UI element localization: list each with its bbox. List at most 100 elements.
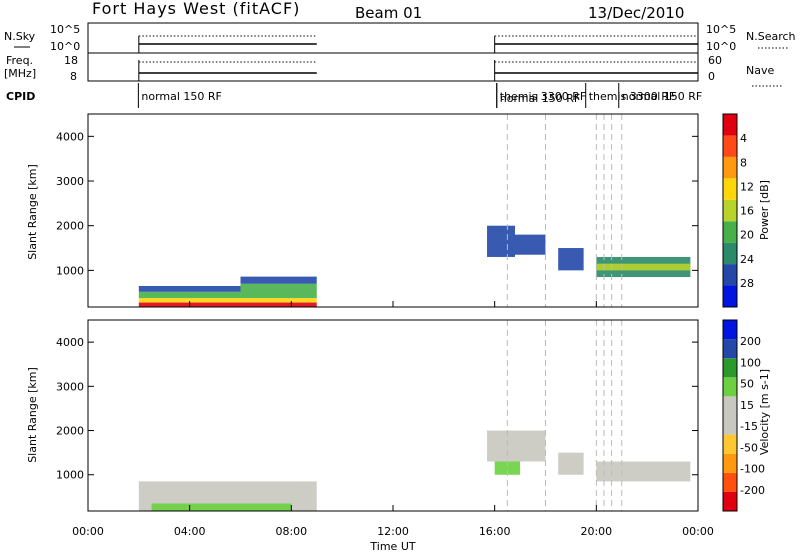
power-patch-7	[515, 234, 546, 255]
velocity-colorbar-frame	[722, 319, 738, 512]
power-colorbar-tick-2: 12	[740, 180, 754, 193]
nsky-panel-frame	[87, 22, 699, 54]
power-colorbar-swatch-0	[723, 285, 737, 307]
freq-traces	[138, 60, 698, 81]
cpid-mode-label-1: themis 3300 RF	[500, 90, 587, 103]
nsearch-tick-bottom: 10^0	[706, 40, 736, 53]
cpid-mode-label-0: normal 150 RF	[141, 90, 222, 103]
freq-tick-bottom: 8	[70, 70, 77, 83]
power-ytick-label-3: 4000	[56, 130, 84, 143]
velocity-colorbar: 200 100 50 15 -15 -50 -100 -200	[722, 319, 765, 512]
velocity-colorbar-swatch-3	[723, 434, 737, 454]
velocity-patch-1	[151, 503, 292, 511]
velocity-ytick-label-2: 3000	[56, 380, 84, 393]
velocity-heatmap	[138, 320, 691, 511]
time-tick-label-6: 00:00	[682, 525, 714, 538]
velocity-colorbar-swatch-2	[723, 453, 737, 473]
freq-tick-top: 18	[64, 54, 78, 67]
power-y-axis: 1000 2000 3000 4000	[56, 130, 698, 277]
time-tick-label-1: 04:00	[174, 525, 206, 538]
nsearch-label: N.Search	[746, 30, 796, 43]
power-patch-3	[138, 286, 241, 292]
nsky-traces	[138, 35, 698, 53]
velocity-ytick-label-1: 2000	[56, 425, 84, 438]
power-ytick-label-2: 3000	[56, 175, 84, 188]
velocity-colorbar-tick-3: 15	[740, 399, 754, 412]
velocity-patch-4	[558, 452, 584, 475]
time-axis: 00:00 04:00 08:00 12:00 16:00 20:00 00:00	[72, 301, 714, 538]
freq-label: Freq.	[6, 54, 33, 67]
power-colorbar-swatch-5	[723, 178, 737, 200]
velocity-colorbar-swatch-1	[723, 472, 737, 492]
time-tick-label-4: 16:00	[479, 525, 511, 538]
power-colorbar-swatch-6	[723, 156, 737, 179]
power-patch-8	[558, 248, 584, 271]
velocity-colorbar-tick-0: 200	[740, 335, 761, 348]
power-colorbar-tick-0: 4	[740, 132, 747, 145]
cpid-mode-label-3: themis 3300 RF	[589, 90, 676, 103]
velocity-colorbar-tick-6: -100	[740, 463, 765, 476]
nsky-tick-bottom: 10^0	[50, 40, 80, 53]
power-colorbar-tick-5: 24	[740, 253, 754, 266]
power-colorbar-swatch-8	[723, 114, 737, 136]
cpid-mode-label-4: normal 150 RF	[622, 90, 703, 103]
date-label: 13/Dec/2010	[588, 4, 684, 22]
velocity-ytick-label-3: 4000	[56, 336, 84, 349]
velocity-ylabel: Slant Range [km]	[26, 367, 39, 463]
velocity-colorbar-swatch-9	[723, 320, 737, 340]
nave-tick-top: 60	[708, 54, 722, 67]
velocity-colorbar-swatch-4	[723, 415, 737, 435]
nsky-tick-top: 10^5	[50, 23, 80, 36]
power-colorbar-swatch-1	[723, 264, 737, 286]
velocity-colorbar-swatch-8	[723, 339, 737, 359]
power-colorbar-swatch-2	[723, 242, 737, 265]
velocity-patch-3	[494, 461, 521, 475]
power-patch-2	[138, 291, 241, 299]
power-patch-6	[487, 225, 515, 257]
power-patch-10	[596, 263, 691, 271]
nave-label: Nave	[746, 64, 774, 77]
velocity-colorbar-swatch-7	[723, 358, 737, 378]
beam-label: Beam 01	[355, 4, 422, 22]
velocity-colorbar-tick-7: -200	[740, 484, 765, 497]
velocity-colorbar-tick-1: 100	[740, 356, 761, 369]
velocity-patch-2	[487, 430, 546, 462]
time-tick-label-3: 12:00	[377, 525, 409, 538]
power-colorbar-swatch-3	[723, 221, 737, 243]
velocity-patch-5	[596, 461, 691, 482]
power-colorbar-tick-4: 20	[740, 229, 754, 242]
cpid-mode-label-2: normal 150 RF	[500, 92, 581, 105]
power-ytick-label-0: 1000	[56, 264, 84, 277]
power-colorbar-tick-1: 8	[740, 156, 747, 169]
velocity-colorbar-tick-4: -15	[740, 420, 758, 433]
velocity-colorbar-tick-2: 50	[740, 378, 754, 391]
power-patch-1	[138, 298, 317, 303]
velocity-y-axis: 1000 2000 3000 4000	[56, 336, 698, 482]
power-colorbar-swatch-4	[723, 199, 737, 222]
freq-unit: [MHz]	[4, 67, 36, 80]
cpid-label: CPID	[6, 90, 35, 103]
velocity-colorbar-label: Velocity [m s-1]	[758, 369, 771, 455]
power-panel-frame	[87, 113, 699, 308]
station-title: Fort Hays West (fitACF)	[92, 0, 300, 18]
power-colorbar: 4 8 12 16 20 24 28	[722, 113, 754, 308]
power-patch-4	[240, 283, 317, 299]
time-tick-label-2: 08:00	[275, 525, 307, 538]
power-patch-0	[138, 302, 317, 307]
power-ytick-label-1: 2000	[56, 220, 84, 233]
power-colorbar-label: Power [dB]	[758, 180, 771, 240]
power-patch-5	[240, 276, 317, 284]
power-heatmap	[138, 114, 691, 307]
time-tick-label-5: 20:00	[580, 525, 612, 538]
velocity-ytick-label-0: 1000	[56, 469, 84, 482]
velocity-colorbar-swatch-6	[723, 377, 737, 397]
nsearch-tick-top: 10^5	[706, 23, 736, 36]
time-tick-label-0: 00:00	[72, 525, 104, 538]
nsky-label: N.Sky	[4, 30, 36, 43]
velocity-colorbar-swatch-0	[723, 491, 737, 511]
nave-tick-bottom: 0	[708, 70, 715, 83]
power-colorbar-tick-6: 28	[740, 277, 754, 290]
